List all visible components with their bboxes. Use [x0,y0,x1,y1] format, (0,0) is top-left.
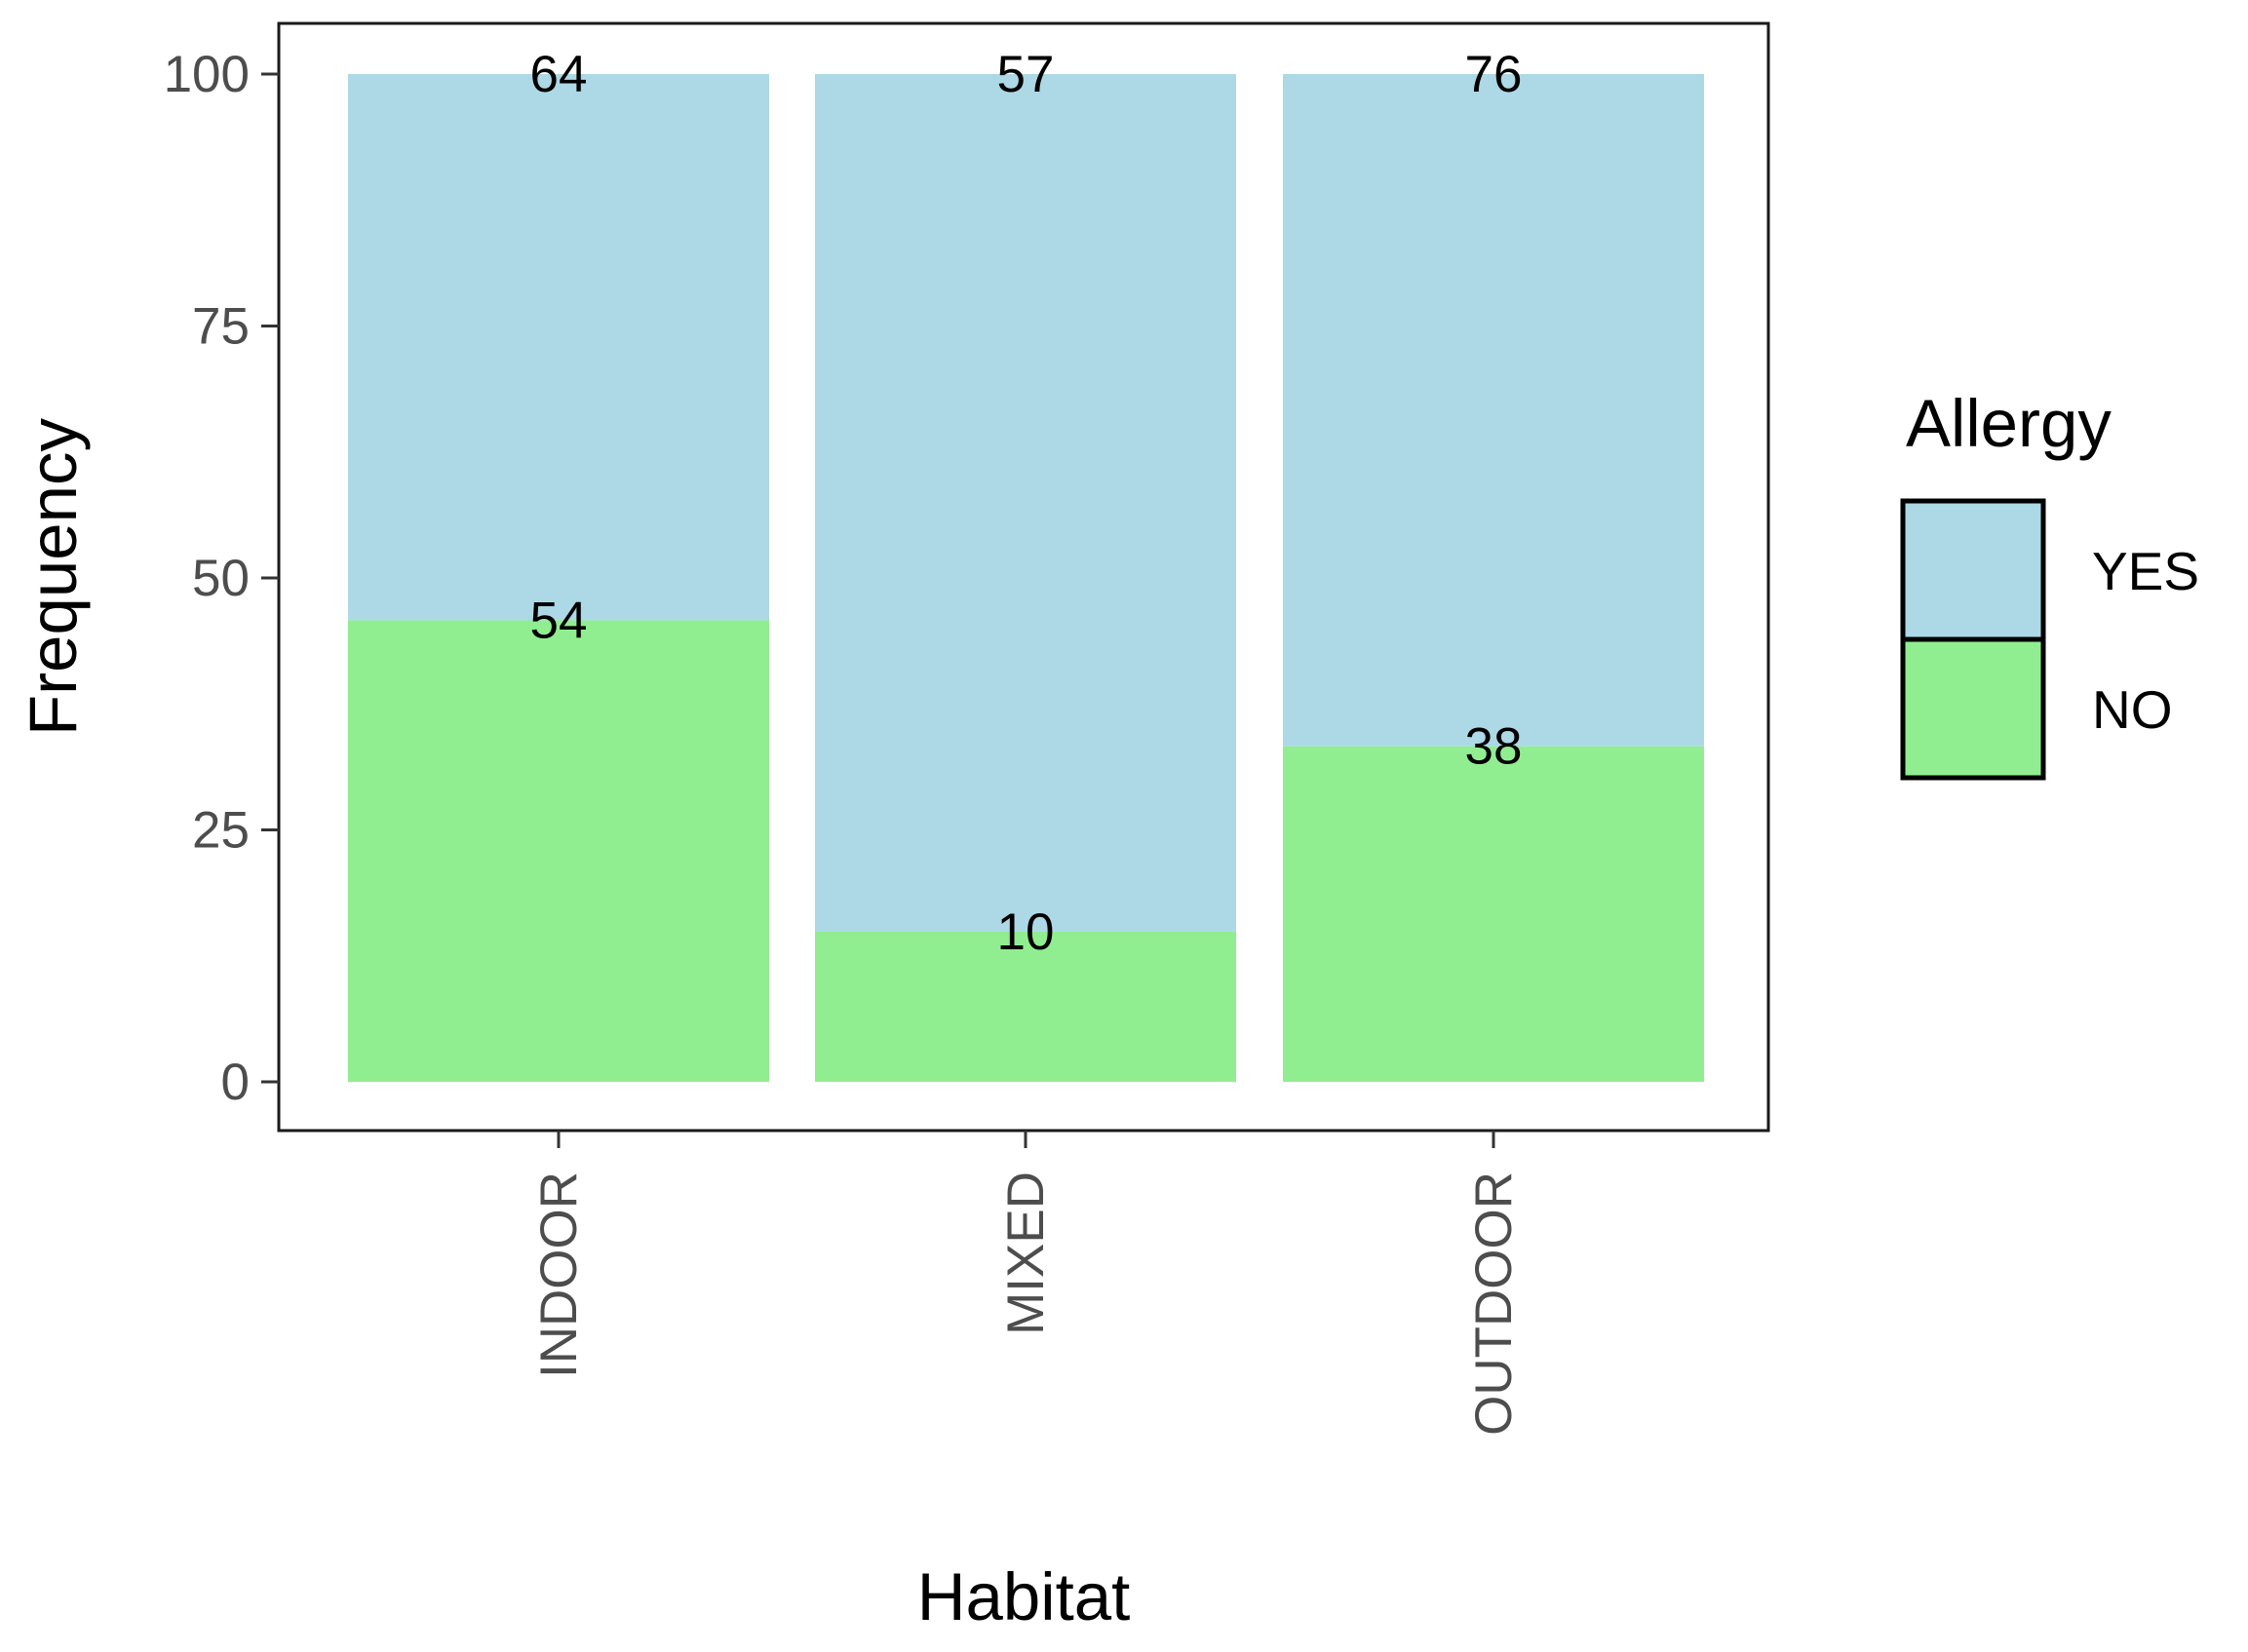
x-axis: INDOOR MIXED OUTDOOR [530,1131,1523,1436]
bar-mixed-no [815,931,1236,1082]
y-tick-label-0: 0 [221,1054,250,1111]
bar-labels: 54 64 10 57 38 76 [530,46,1523,961]
legend-key-no [1900,636,2046,781]
bar-indoor-no [348,620,769,1082]
y-axis-title: Frequency [16,418,91,736]
legend-title: Allergy [1906,386,2112,461]
legend-label-yes: YES [2092,541,2199,601]
bar-outdoor-yes [1283,74,1704,747]
bar-mixed-yes [815,74,1236,932]
x-tick-label-mixed: MIXED [997,1172,1055,1335]
y-tick-label-25: 25 [192,802,250,860]
y-tick-label-50: 50 [192,550,250,607]
x-tick-label-outdoor: OUTDOOR [1465,1172,1523,1436]
legend-key-yes [1900,498,2046,642]
bars-layer [348,74,1704,1082]
y-tick-label-75: 75 [192,298,250,356]
x-tick-label-indoor: INDOOR [530,1172,588,1378]
bar-label-outdoor-no: 38 [1465,718,1523,776]
legend: Allergy YES NO [1900,386,2199,781]
bar-indoor-yes [348,74,769,621]
legend-label-no: NO [2092,679,2173,740]
y-axis: 0 25 50 75 100 [164,46,279,1111]
x-axis-title: Habitat [917,1559,1131,1634]
bar-outdoor-no [1283,746,1704,1082]
bar-label-outdoor-yes: 76 [1465,46,1523,103]
legend-items: YES NO [1900,498,2199,781]
bar-label-mixed-yes: 57 [997,46,1055,103]
y-tick-label-100: 100 [164,46,250,103]
bar-label-mixed-no: 10 [997,903,1055,961]
bar-label-indoor-no: 54 [530,592,588,649]
bar-label-indoor-yes: 64 [530,46,588,103]
